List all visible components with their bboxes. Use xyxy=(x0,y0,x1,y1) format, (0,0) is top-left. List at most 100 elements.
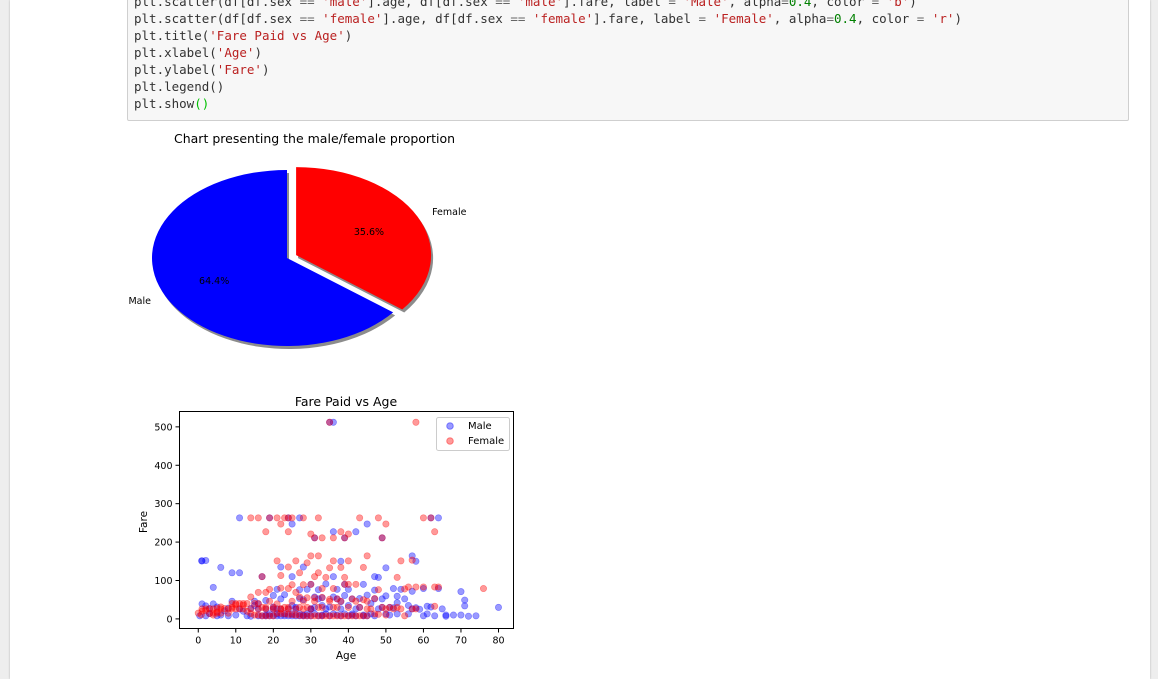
scatter-point-male xyxy=(209,600,217,608)
code-line: plt.scatter(df[df.sex == 'male'].age, df… xyxy=(134,0,962,10)
scatter-point-male xyxy=(322,580,330,588)
scatter-point-male xyxy=(307,580,315,588)
scatter-point-female xyxy=(213,608,221,616)
scatter-point-male xyxy=(416,605,424,613)
scatter-point-male xyxy=(397,585,405,593)
scatter-point-male xyxy=(269,603,277,611)
scatter-point-male xyxy=(322,605,330,613)
scatter-point-male xyxy=(341,591,349,599)
code-token: 'Fare' xyxy=(216,62,262,77)
scatter-point-female xyxy=(431,528,439,536)
scatter-point-female xyxy=(329,612,337,620)
scatter-point-female xyxy=(236,600,244,608)
scatter-point-female xyxy=(329,585,337,593)
scatter-point-female xyxy=(266,597,274,605)
scatter-point-male xyxy=(318,594,326,602)
scatter-point-female xyxy=(198,607,206,615)
scatter-point-male xyxy=(258,612,266,620)
scatter-point-male xyxy=(209,583,217,591)
scatter-point-female xyxy=(281,603,289,611)
code-token: = xyxy=(826,11,834,26)
scatter-point-male xyxy=(367,600,375,608)
scatter-point-male xyxy=(464,612,472,620)
scatter-point-male xyxy=(281,591,289,599)
scatter-point-female xyxy=(311,612,319,620)
scatter-point-male xyxy=(322,610,330,618)
scatter-point-female xyxy=(344,603,352,611)
scatter-point-male xyxy=(307,605,315,613)
scatter-point-female xyxy=(273,609,281,617)
scatter-point-female xyxy=(273,557,281,565)
scatter-point-female xyxy=(266,514,274,522)
scatter-point-female xyxy=(307,612,315,620)
scatter-point-male xyxy=(217,611,225,619)
scatter-point-female xyxy=(296,611,304,619)
scatter-point-female xyxy=(307,580,315,588)
x-tick-label: 40 xyxy=(342,636,354,647)
scatter-point-male xyxy=(314,595,322,603)
scatter-point-female xyxy=(337,597,345,605)
scatter-point-female xyxy=(277,571,285,579)
code-token: 'female' xyxy=(532,11,594,26)
scatter-point-male xyxy=(221,607,229,615)
x-tick-label: 70 xyxy=(455,636,467,647)
scatter-point-male xyxy=(284,514,292,522)
code-line: plt.title('Fare Paid vs Age') xyxy=(134,27,962,44)
scatter-point-male xyxy=(329,528,337,536)
code-token: = xyxy=(871,0,880,9)
scatter-point-female xyxy=(326,595,334,603)
scatter-point-female xyxy=(382,611,390,619)
scatter-point-female xyxy=(307,530,315,538)
scatter-point-male xyxy=(461,602,469,610)
scatter-point-male xyxy=(344,612,352,620)
scatter-point-female xyxy=(363,612,371,620)
scatter-point-female xyxy=(299,514,307,522)
scatter-point-male xyxy=(326,603,334,611)
code-token: = xyxy=(916,11,925,26)
scatter-point-female xyxy=(277,584,285,592)
scatter-point-female xyxy=(194,609,202,617)
scatter-point-male xyxy=(266,610,274,618)
scatter-point-female xyxy=(389,605,397,613)
x-tick-label: 60 xyxy=(417,636,429,647)
scatter-point-male xyxy=(299,596,307,604)
scatter-point-female xyxy=(311,534,319,542)
scatter-point-female xyxy=(356,514,364,522)
scatter-point-female xyxy=(344,557,352,565)
scatter-point-male xyxy=(363,520,371,528)
scatter-point-female xyxy=(386,603,394,611)
code-cell[interactable]: plt.scatter(df[df.sex == 'male'].age, df… xyxy=(127,0,1129,121)
scatter-point-female xyxy=(254,514,262,522)
pie-category-label: Female xyxy=(432,207,467,218)
x-tick-label: 20 xyxy=(267,636,279,647)
scatter-point-male xyxy=(213,603,221,611)
scatter-point-male xyxy=(344,585,352,593)
scatter-point-female xyxy=(247,514,255,522)
scatter-point-male xyxy=(371,586,379,594)
scatter-point-male xyxy=(273,610,281,618)
scatter-point-female xyxy=(404,583,412,591)
scatter-point-female xyxy=(412,605,420,613)
scatter-point-male xyxy=(412,557,420,565)
scatter-point-female xyxy=(311,573,319,581)
scatter-point-female xyxy=(232,600,240,608)
scatter-point-female xyxy=(314,569,322,577)
scatter-point-male xyxy=(329,610,337,618)
scatter-point-female xyxy=(341,534,349,542)
scatter-point-male xyxy=(288,612,296,620)
scatter-point-male xyxy=(277,563,285,571)
scatter-point-female xyxy=(393,603,401,611)
code-token: plt.ylabel( xyxy=(134,62,217,77)
scatter-point-male xyxy=(382,592,390,600)
scatter-point-male xyxy=(296,612,304,620)
scatter-point-male xyxy=(314,612,322,620)
scatter-point-female xyxy=(266,585,274,593)
code-token: plt.show xyxy=(134,96,195,111)
scatter-point-female xyxy=(318,585,326,593)
scatter-point-male xyxy=(457,611,465,619)
scatter-point-female xyxy=(217,609,225,617)
scatter-point-male xyxy=(213,612,221,620)
scatter-point-male xyxy=(386,603,394,611)
code-token: 'Age' xyxy=(216,45,255,60)
y-tick-label: 200 xyxy=(154,538,172,549)
